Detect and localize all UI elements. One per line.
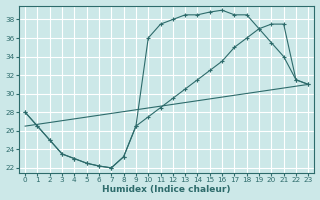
X-axis label: Humidex (Indice chaleur): Humidex (Indice chaleur) (102, 185, 231, 194)
